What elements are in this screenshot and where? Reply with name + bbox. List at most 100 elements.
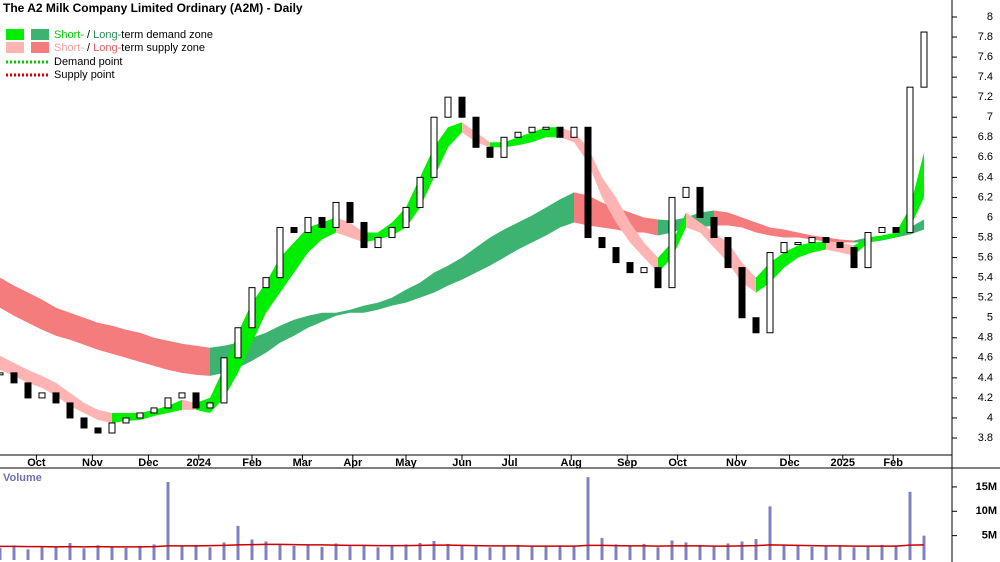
x-tick-label: Nov: [82, 457, 104, 469]
y-tick-label: 4.4: [978, 372, 993, 384]
volume-bar: [712, 545, 716, 560]
zone-segment: [756, 222, 770, 236]
candle: [332, 201, 340, 228]
y-tick-label: 3.8: [978, 432, 993, 444]
candle: [150, 407, 158, 414]
v-tick-label: 15M: [976, 481, 997, 493]
y-tick-label: 5: [987, 312, 993, 324]
candle: [570, 126, 578, 138]
candle: [360, 221, 368, 249]
x-tick-label: 2024: [187, 457, 212, 469]
zone-segment: [84, 402, 98, 420]
volume-bar: [544, 546, 548, 560]
x-tick-label: Jul: [502, 457, 518, 469]
volume-bar: [754, 539, 758, 560]
legend-swatch: [6, 42, 24, 53]
zone-segment: [98, 322, 112, 354]
zone-segment: [364, 302, 378, 313]
zone-segment: [28, 292, 42, 330]
volume-bar: [656, 547, 660, 560]
legend-label: Demand point: [54, 56, 123, 68]
zone-segment: [378, 297, 392, 310]
candle: [920, 31, 928, 88]
candle: [206, 402, 214, 409]
y-tick-label: 7.2: [978, 91, 993, 103]
zone-segment: [630, 212, 644, 233]
candle: [836, 242, 844, 249]
x-tick-label: May: [395, 457, 417, 469]
volume-bar: [432, 541, 436, 560]
candle: [122, 417, 130, 424]
candle: [780, 242, 788, 254]
zone-segment: [154, 405, 168, 416]
zone-segment: [770, 227, 784, 238]
candle: [66, 402, 74, 419]
zone-segment: [434, 265, 448, 293]
volume-bar: [404, 544, 408, 560]
legend-label: Supply point: [54, 69, 115, 81]
candle: [878, 227, 886, 234]
zone-segment: [294, 315, 308, 336]
candle: [626, 262, 634, 274]
volume-bar: [502, 545, 506, 560]
v-tick-label: 5M: [982, 530, 997, 542]
zone-segment: [42, 299, 56, 336]
candle: [430, 116, 438, 178]
volume-bar: [208, 547, 212, 560]
candle: [528, 126, 536, 133]
volume-bar: [460, 545, 464, 560]
candle: [24, 382, 32, 399]
candle: [738, 267, 746, 319]
volume-bar: [642, 543, 646, 560]
candle: [822, 237, 830, 244]
volume-bar: [180, 546, 184, 560]
zone-segment: [518, 132, 532, 146]
volume-bar: [292, 545, 296, 560]
zone-segment: [168, 399, 182, 413]
y-tick-label: 6.4: [978, 171, 993, 183]
y-tick-label: 7.4: [978, 71, 993, 83]
zone-segment: [616, 197, 630, 243]
v-tick-label: 10M: [976, 505, 997, 517]
candle: [248, 287, 256, 329]
zone-segment: [686, 212, 700, 233]
zone-segment: [350, 305, 364, 313]
volume-bar: [810, 546, 814, 560]
x-tick-label: Jun: [452, 457, 472, 469]
legend-text: Long-: [93, 29, 121, 41]
legend: Short- / Long-term demand zone Short- / …: [6, 29, 213, 81]
candle: [752, 317, 760, 334]
volume-bar: [894, 545, 898, 560]
zone-segment: [126, 329, 140, 362]
volume-bar: [250, 539, 254, 560]
zone-segment: [0, 355, 14, 376]
zone-segment: [322, 312, 336, 322]
candle: [724, 237, 732, 269]
legend-text: Short-: [54, 42, 84, 54]
y-tick-label: 4: [987, 412, 993, 424]
y-tick-label: 5.6: [978, 251, 993, 263]
x-tick-label: Dec: [138, 457, 158, 469]
zone-segment: [56, 307, 70, 340]
zone-segment: [728, 212, 742, 228]
legend-swatch: [31, 29, 49, 40]
volume-bar: [922, 535, 926, 560]
candle: [94, 427, 102, 434]
volume-bar: [796, 545, 800, 560]
volume-bar: [68, 542, 72, 560]
candle: [598, 237, 606, 249]
candle: [710, 216, 718, 239]
zone-segment: [168, 340, 182, 373]
zone-segment: [546, 199, 560, 236]
zone-segment: [252, 332, 266, 361]
candle: [262, 277, 270, 289]
y-tick-label: 4.6: [978, 352, 993, 364]
candle: [346, 201, 354, 223]
candle: [164, 397, 172, 409]
volume-bar: [684, 542, 688, 560]
candle: [38, 392, 46, 399]
candle: [766, 252, 774, 334]
candle: [892, 227, 900, 234]
volume-bar: [586, 477, 590, 560]
y-tick-label: 8: [987, 11, 993, 23]
